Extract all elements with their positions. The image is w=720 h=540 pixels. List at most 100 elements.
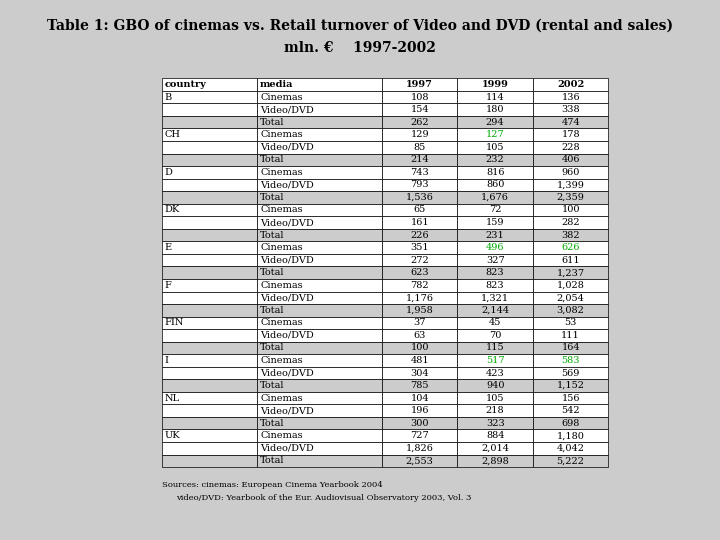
Text: 154: 154: [410, 105, 429, 114]
Text: 743: 743: [410, 168, 429, 177]
Text: Total: Total: [260, 343, 284, 353]
Text: 104: 104: [410, 394, 429, 403]
Text: 85: 85: [413, 143, 426, 152]
Text: Video/DVD: Video/DVD: [260, 368, 314, 377]
Text: Video/DVD: Video/DVD: [260, 218, 314, 227]
Text: 127: 127: [486, 130, 505, 139]
Text: 214: 214: [410, 156, 429, 164]
Text: Cinemas: Cinemas: [260, 130, 302, 139]
Text: country: country: [165, 80, 207, 89]
Text: 884: 884: [486, 431, 505, 440]
Text: 196: 196: [410, 406, 429, 415]
Text: Video/DVD: Video/DVD: [260, 331, 314, 340]
Text: 517: 517: [486, 356, 505, 365]
Text: 1,826: 1,826: [406, 444, 433, 453]
Text: 2,553: 2,553: [406, 456, 433, 465]
Text: 569: 569: [562, 368, 580, 377]
Text: 542: 542: [562, 406, 580, 415]
Text: 793: 793: [410, 180, 429, 190]
Text: 129: 129: [410, 130, 429, 139]
Text: 406: 406: [562, 156, 580, 164]
Text: 108: 108: [410, 93, 429, 102]
Text: Total: Total: [260, 268, 284, 277]
Text: 272: 272: [410, 255, 429, 265]
Text: 1,399: 1,399: [557, 180, 585, 190]
Text: 2,898: 2,898: [481, 456, 509, 465]
Text: Video/DVD: Video/DVD: [260, 444, 314, 453]
Text: 156: 156: [562, 394, 580, 403]
Text: 2,054: 2,054: [557, 293, 585, 302]
Text: 45: 45: [489, 319, 501, 327]
Text: Cinemas: Cinemas: [260, 243, 302, 252]
Text: Video/DVD: Video/DVD: [260, 105, 314, 114]
Text: Cinemas: Cinemas: [260, 93, 302, 102]
Text: 218: 218: [486, 406, 505, 415]
Text: 782: 782: [410, 281, 429, 290]
Text: 1,180: 1,180: [557, 431, 585, 440]
Text: Cinemas: Cinemas: [260, 356, 302, 365]
Text: 161: 161: [410, 218, 429, 227]
Text: 294: 294: [486, 118, 505, 127]
Text: media: media: [260, 80, 294, 89]
Text: 474: 474: [562, 118, 580, 127]
Text: 100: 100: [562, 206, 580, 214]
Text: 2,359: 2,359: [557, 193, 585, 202]
Text: 1,958: 1,958: [406, 306, 433, 315]
Text: Total: Total: [260, 118, 284, 127]
Text: 159: 159: [486, 218, 505, 227]
Text: Cinemas: Cinemas: [260, 281, 302, 290]
Text: 1,536: 1,536: [406, 193, 433, 202]
Text: 63: 63: [413, 331, 426, 340]
Text: Total: Total: [260, 231, 284, 240]
Text: Cinemas: Cinemas: [260, 431, 302, 440]
Text: 1,237: 1,237: [557, 268, 585, 277]
Text: E: E: [165, 243, 172, 252]
Text: 72: 72: [489, 206, 501, 214]
Text: 111: 111: [562, 331, 580, 340]
Text: Cinemas: Cinemas: [260, 319, 302, 327]
Text: Cinemas: Cinemas: [260, 206, 302, 214]
Text: 226: 226: [410, 231, 429, 240]
Text: I: I: [165, 356, 169, 365]
Text: 115: 115: [486, 343, 505, 353]
Text: 70: 70: [489, 331, 501, 340]
Text: 136: 136: [562, 93, 580, 102]
Text: 338: 338: [562, 105, 580, 114]
Text: 228: 228: [562, 143, 580, 152]
Text: NL: NL: [165, 394, 180, 403]
Text: Total: Total: [260, 381, 284, 390]
Text: 2002: 2002: [557, 80, 584, 89]
Text: 1,676: 1,676: [481, 193, 509, 202]
Text: 698: 698: [562, 418, 580, 428]
Text: 1,028: 1,028: [557, 281, 585, 290]
Text: 1997: 1997: [406, 80, 433, 89]
Text: 37: 37: [413, 319, 426, 327]
Text: D: D: [165, 168, 173, 177]
Text: 823: 823: [486, 281, 505, 290]
Text: 105: 105: [486, 394, 505, 403]
Text: CH: CH: [165, 130, 181, 139]
Text: 583: 583: [562, 356, 580, 365]
Text: 114: 114: [486, 93, 505, 102]
Text: 1999: 1999: [482, 80, 508, 89]
Text: 327: 327: [486, 255, 505, 265]
Text: 5,222: 5,222: [557, 456, 585, 465]
Text: Table 1: GBO of cinemas vs. Retail turnover of Video and DVD (rental and sales): Table 1: GBO of cinemas vs. Retail turno…: [47, 19, 673, 33]
Text: 2,144: 2,144: [481, 306, 509, 315]
Text: Cinemas: Cinemas: [260, 168, 302, 177]
Text: 4,042: 4,042: [557, 444, 585, 453]
Text: Total: Total: [260, 156, 284, 164]
Text: 823: 823: [486, 268, 505, 277]
Text: 860: 860: [486, 180, 504, 190]
Text: Total: Total: [260, 306, 284, 315]
Text: 2,014: 2,014: [481, 444, 509, 453]
Text: 232: 232: [486, 156, 505, 164]
Text: 262: 262: [410, 118, 429, 127]
Text: 382: 382: [562, 231, 580, 240]
Text: video/DVD: Yearbook of the Eur. Audiovisual Observatory 2003, Vol. 3: video/DVD: Yearbook of the Eur. Audiovis…: [176, 494, 472, 502]
Text: 940: 940: [486, 381, 505, 390]
Text: Total: Total: [260, 193, 284, 202]
Text: 231: 231: [486, 231, 505, 240]
Text: 623: 623: [410, 268, 429, 277]
Text: 180: 180: [486, 105, 505, 114]
